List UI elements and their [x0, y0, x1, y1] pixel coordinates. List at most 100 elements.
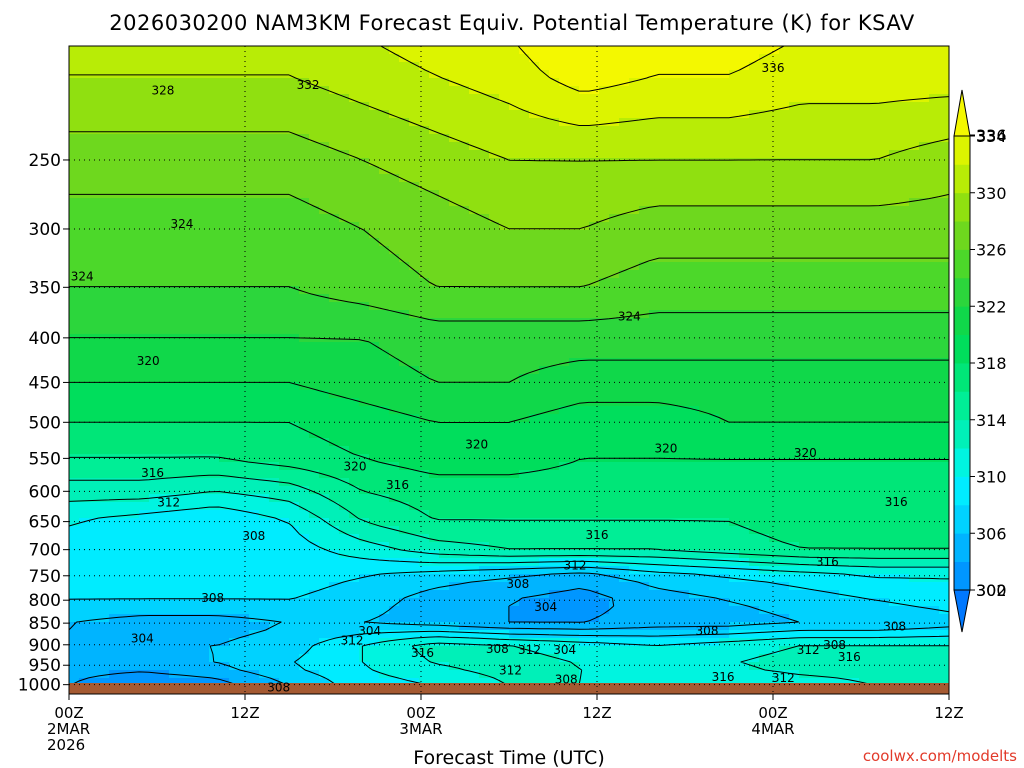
heat-cell — [529, 246, 540, 255]
heat-cell — [539, 182, 550, 191]
heat-cell — [699, 462, 710, 471]
heat-cell — [679, 166, 690, 175]
heat-cell — [889, 238, 900, 247]
heat-cell — [389, 342, 400, 351]
heat-cell — [599, 174, 610, 183]
heat-cell — [139, 270, 150, 279]
heat-cell — [289, 206, 300, 215]
heat-cell — [589, 206, 600, 215]
heat-cell — [79, 406, 90, 415]
heat-cell — [339, 286, 350, 295]
heat-cell — [409, 62, 420, 71]
heat-cell — [499, 406, 510, 415]
heat-cell — [799, 94, 810, 103]
heat-cell — [869, 46, 880, 55]
heat-cell — [369, 214, 380, 223]
heat-cell — [319, 126, 330, 135]
heat-cell — [889, 190, 900, 199]
heat-cell — [469, 422, 480, 431]
heat-cell — [449, 294, 460, 303]
heat-cell — [299, 230, 310, 239]
heat-cell — [269, 342, 280, 351]
heat-cell — [459, 406, 470, 415]
heat-cell — [689, 358, 700, 367]
heat-cell — [119, 62, 130, 71]
heat-cell — [729, 86, 740, 95]
heat-cell — [609, 382, 620, 391]
heat-cell — [889, 110, 900, 119]
heat-cell — [539, 318, 550, 327]
heat-cell — [749, 246, 760, 255]
heat-cell — [579, 126, 590, 135]
heat-cell — [169, 382, 180, 391]
heat-cell — [429, 158, 440, 167]
heat-cell — [419, 94, 430, 103]
heat-cell — [349, 382, 360, 391]
heat-cell — [79, 326, 90, 335]
heat-cell — [889, 150, 900, 159]
heat-cell — [429, 398, 440, 407]
heat-cell — [579, 70, 590, 79]
heat-cell — [709, 134, 720, 143]
heat-cell — [439, 278, 450, 287]
heat-cell — [319, 326, 330, 335]
heat-cell — [809, 118, 820, 127]
heat-cell — [849, 366, 860, 375]
heat-cell — [579, 390, 590, 399]
heat-cell — [629, 78, 640, 87]
heat-cell — [299, 214, 310, 223]
heat-cell — [519, 246, 530, 255]
heat-cell — [919, 286, 930, 295]
heat-cell — [269, 438, 280, 447]
heat-cell — [429, 422, 440, 431]
heat-cell — [149, 174, 160, 183]
heat-cell — [739, 358, 750, 367]
heat-cell — [89, 86, 100, 95]
heat-cell — [249, 238, 260, 247]
heat-cell — [549, 430, 560, 439]
heat-cell — [399, 358, 410, 367]
heat-cell — [69, 142, 80, 151]
heat-cell — [479, 238, 490, 247]
heat-cell — [829, 198, 840, 207]
heat-cell — [79, 414, 90, 423]
heat-cell — [879, 422, 890, 431]
heat-cell — [749, 270, 760, 279]
heat-cell — [859, 102, 870, 111]
heat-cell — [669, 110, 680, 119]
heat-cell — [69, 118, 80, 127]
heat-cell — [769, 70, 780, 79]
heat-cell — [449, 286, 460, 295]
heat-cell — [179, 110, 190, 119]
heat-cell — [499, 390, 510, 399]
heat-cell — [249, 358, 260, 367]
heat-cell — [499, 478, 510, 487]
heat-cell — [159, 294, 170, 303]
heat-cell — [329, 358, 340, 367]
heat-cell — [929, 422, 940, 431]
heat-cell — [739, 126, 750, 135]
heat-cell — [369, 62, 380, 71]
heat-cell — [749, 198, 760, 207]
heat-cell — [489, 126, 500, 135]
heat-cell — [729, 366, 740, 375]
heat-cell — [859, 86, 870, 95]
heat-cell — [489, 486, 500, 495]
heat-cell — [359, 398, 370, 407]
heat-cell — [239, 214, 250, 223]
heat-cell — [699, 278, 710, 287]
heat-cell — [729, 302, 740, 311]
heat-cell — [149, 94, 160, 103]
heat-cell — [339, 478, 350, 487]
heat-cell — [99, 126, 110, 135]
heat-cell — [119, 134, 130, 143]
heat-cell — [589, 438, 600, 447]
heat-cell — [309, 422, 320, 431]
heat-cell — [689, 150, 700, 159]
heat-cell — [319, 86, 330, 95]
heat-cell — [199, 118, 210, 127]
heat-cell — [199, 94, 210, 103]
heat-cell — [329, 414, 340, 423]
heat-cell — [649, 46, 660, 55]
heat-cell — [519, 150, 530, 159]
